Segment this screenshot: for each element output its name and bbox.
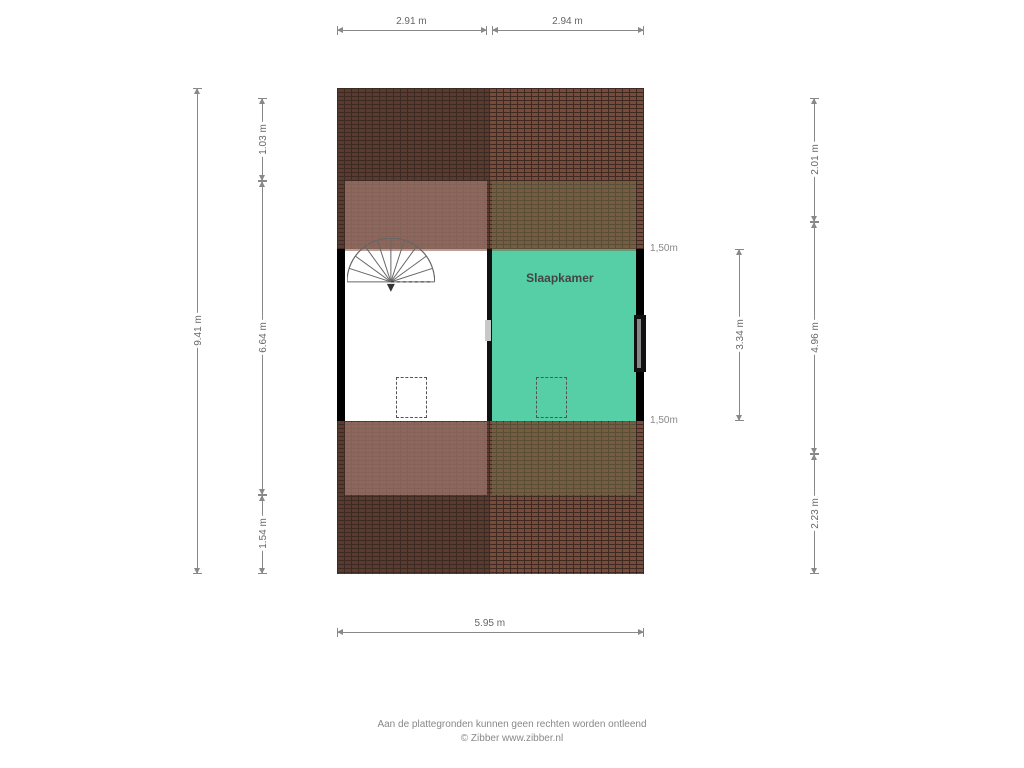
- spiral-stairs-icon: [347, 238, 435, 326]
- dim-label: 4.96 m: [810, 320, 821, 355]
- dim-label: 5.95 m: [473, 618, 508, 629]
- bedroom-label: Slaapkamer: [526, 271, 593, 285]
- dim-label: 1.54 m: [258, 516, 269, 551]
- dim-label: 6.64 m: [258, 320, 269, 355]
- wall-left: [337, 249, 345, 421]
- dim-label: 1.03 m: [258, 122, 269, 157]
- bedroom-window-glass: [637, 319, 641, 368]
- floorplan-canvas: Slaapkamer1,50m1,50m 2.91 m2.94 m5.95 m9…: [0, 0, 1024, 768]
- dim-line: [337, 632, 644, 633]
- dim-label: 2.23 m: [810, 496, 821, 531]
- dim-line: [337, 30, 487, 31]
- ceiling-note-bottom: 1,50m: [650, 415, 678, 426]
- footer: Aan de plattegronden kunnen geen rechten…: [0, 718, 1024, 746]
- floorplan: Slaapkamer1,50m1,50m: [337, 88, 644, 574]
- hatch-0: [396, 377, 427, 418]
- dim-line: [492, 30, 644, 31]
- door-gap: [485, 320, 491, 341]
- ceiling-note-top: 1,50m: [650, 243, 678, 254]
- hatch-1: [536, 377, 567, 418]
- dim-label: 2.91 m: [394, 16, 429, 27]
- dim-label: 2.01 m: [810, 142, 821, 177]
- dim-label: 2.94 m: [550, 16, 585, 27]
- footer-disclaimer: Aan de plattegronden kunnen geen rechten…: [0, 718, 1024, 732]
- footer-copyright: © Zibber www.zibber.nl: [0, 732, 1024, 746]
- dim-label: 9.41 m: [193, 313, 204, 348]
- dim-label: 3.34 m: [735, 317, 746, 352]
